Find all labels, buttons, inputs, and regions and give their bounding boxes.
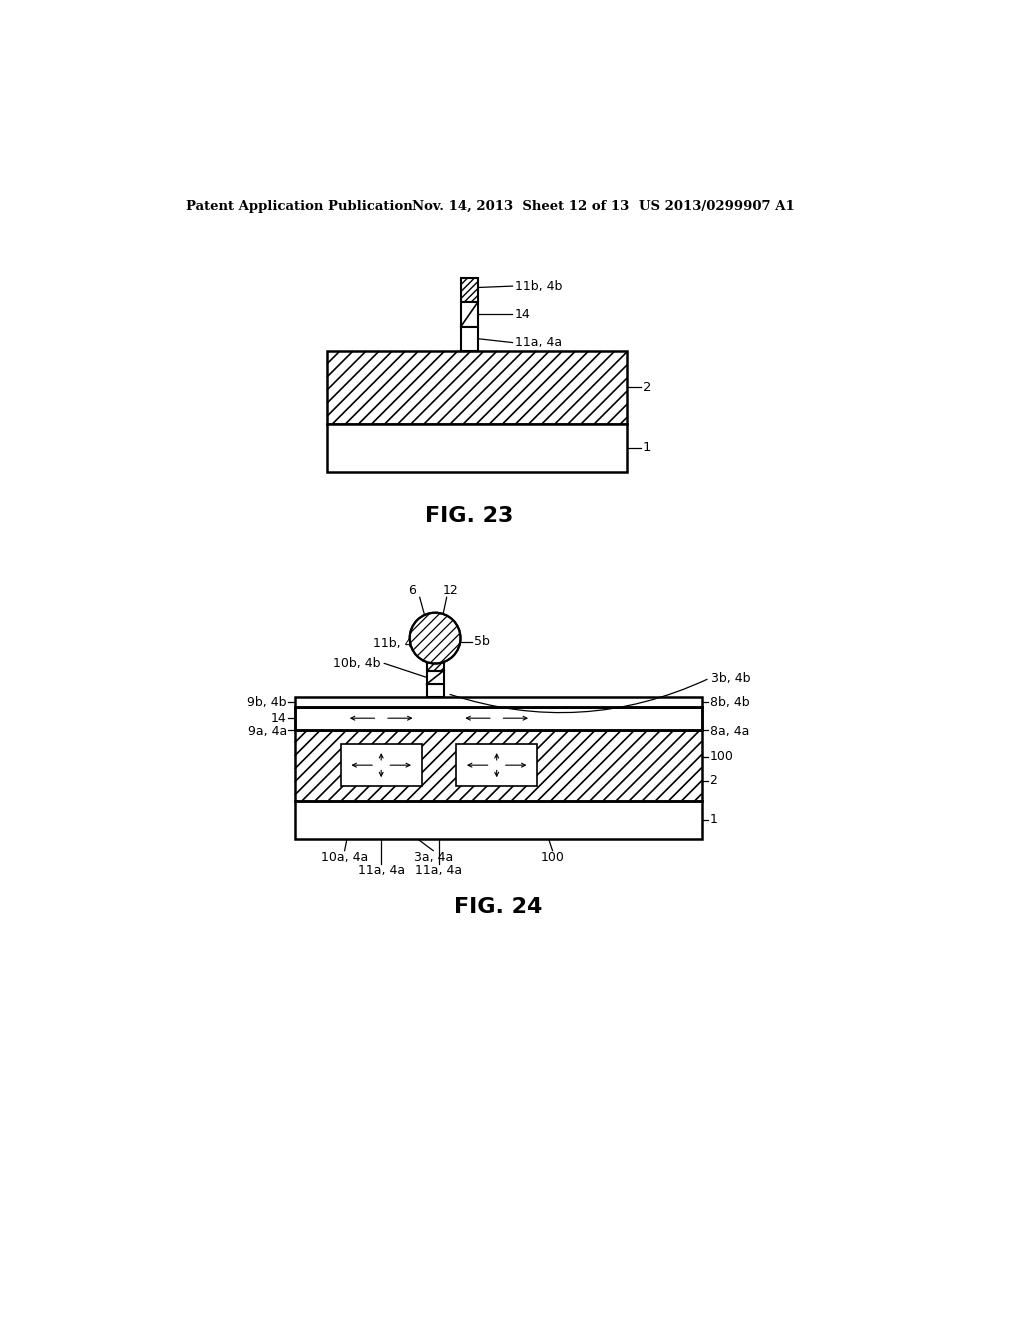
Bar — [295, 697, 701, 706]
Bar — [427, 684, 443, 697]
Bar — [295, 730, 701, 800]
Text: 11b, 4b: 11b, 4b — [515, 280, 562, 293]
Text: 100: 100 — [541, 850, 564, 863]
Bar — [461, 277, 478, 302]
Text: 3b, 4b: 3b, 4b — [711, 672, 751, 685]
Text: FIG. 23: FIG. 23 — [425, 507, 514, 527]
Text: 11a, 4a: 11a, 4a — [357, 865, 404, 878]
Text: 12: 12 — [442, 585, 459, 597]
Text: 3a, 4a: 3a, 4a — [414, 850, 453, 863]
Text: 1: 1 — [643, 441, 651, 454]
Text: FIG. 24: FIG. 24 — [454, 896, 543, 917]
Text: 1: 1 — [710, 813, 718, 826]
Text: 10a, 4a: 10a, 4a — [321, 850, 369, 863]
Bar — [461, 326, 478, 351]
Text: 11b, 4b: 11b, 4b — [373, 638, 421, 649]
Text: 10b, 4b: 10b, 4b — [333, 657, 381, 669]
Text: 14: 14 — [271, 711, 287, 725]
Text: US 2013/0299907 A1: US 2013/0299907 A1 — [639, 199, 795, 213]
Bar — [295, 800, 701, 840]
Bar — [457, 744, 538, 787]
Bar — [327, 424, 628, 471]
Text: 9b, 4b: 9b, 4b — [248, 696, 287, 709]
Text: 8b, 4b: 8b, 4b — [710, 696, 750, 709]
Text: 14: 14 — [515, 308, 530, 321]
Text: Patent Application Publication: Patent Application Publication — [186, 199, 413, 213]
Text: Nov. 14, 2013  Sheet 12 of 13: Nov. 14, 2013 Sheet 12 of 13 — [412, 199, 629, 213]
Text: 100: 100 — [710, 750, 733, 763]
Text: 5b: 5b — [474, 635, 490, 648]
Circle shape — [410, 612, 461, 664]
Text: 8a, 4a: 8a, 4a — [710, 725, 749, 738]
Bar — [295, 706, 701, 730]
Bar — [341, 744, 422, 787]
Text: 11a, 4a: 11a, 4a — [515, 337, 562, 348]
Text: 2: 2 — [710, 775, 718, 787]
Text: 6: 6 — [408, 585, 416, 597]
Bar — [327, 351, 628, 424]
Text: 11a, 4a: 11a, 4a — [416, 865, 463, 878]
Bar — [427, 657, 443, 671]
Bar — [427, 671, 443, 684]
Text: 9a, 4a: 9a, 4a — [248, 725, 287, 738]
Text: 2: 2 — [643, 381, 651, 393]
Bar — [461, 302, 478, 326]
